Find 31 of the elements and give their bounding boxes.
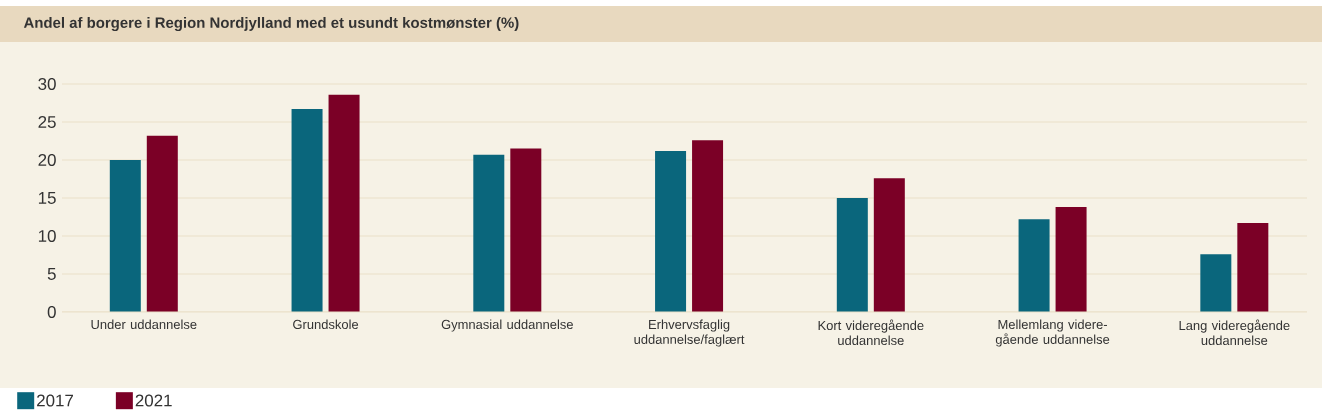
x-tick-label: Grundskole [293,319,359,330]
bar [291,109,323,312]
y-tick-label: 10 [38,230,56,242]
bar [692,140,724,312]
y-tick-label: 15 [38,192,56,204]
bar [1237,223,1269,312]
x-tick-label: Kort videregående uddannelse [818,319,924,346]
bar [836,198,868,312]
x-tick-label: Mellemlang videre- gående uddannelse [995,319,1110,347]
x-tick-label: Gymnasial uddannelse [441,319,573,332]
bar [1018,219,1050,312]
bar [510,148,542,312]
bar [473,154,505,312]
bar [1200,254,1232,312]
bar [655,150,687,312]
x-tick-label: Lang videregående uddannelse [1179,319,1290,346]
chart-title: Andel af borgere i Region Nordjylland med et usundt kostmønster (%) [23,17,519,31]
bar [146,135,178,312]
legend-label: 2021 [135,394,172,407]
y-tick-label: 5 [47,268,56,280]
bar [109,160,141,312]
bar [328,94,360,312]
legend-label: 2017 [37,394,73,407]
x-tick-label: Under uddannelse [91,319,197,330]
x-tick-label: Erhvervsfaglig uddannelse/faglært [634,319,745,347]
bar [873,178,905,312]
y-tick-label: 20 [38,154,56,166]
y-tick-label: 0 [47,306,56,318]
y-tick-label: 25 [38,116,56,128]
bar [1055,207,1087,312]
y-tick-label: 30 [38,78,56,90]
